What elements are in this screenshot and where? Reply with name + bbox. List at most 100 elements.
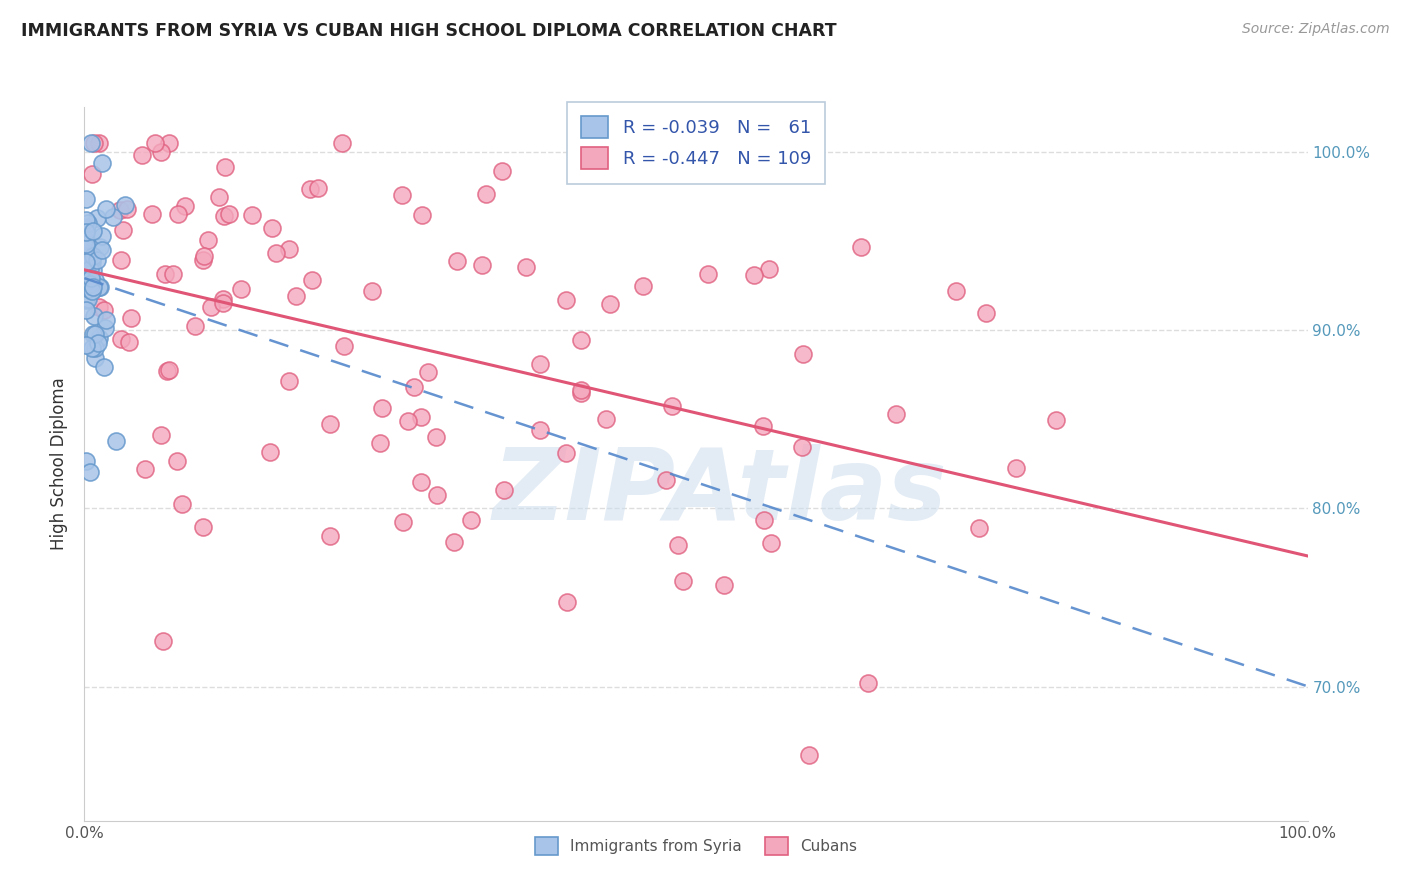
Point xyxy=(89,331,111,345)
Point xyxy=(555,293,578,307)
Point xyxy=(77,282,100,296)
Point xyxy=(416,365,439,379)
Point xyxy=(797,748,820,763)
Point xyxy=(697,267,720,281)
Point xyxy=(91,244,114,258)
Point xyxy=(76,292,98,306)
Point xyxy=(759,535,782,549)
Point xyxy=(492,483,515,497)
Legend: Immigrants from Syria, Cubans: Immigrants from Syria, Cubans xyxy=(527,829,865,863)
Point xyxy=(79,277,101,291)
Point xyxy=(75,236,97,251)
Point xyxy=(475,187,498,202)
Point xyxy=(75,338,97,352)
Point xyxy=(82,249,104,263)
Point xyxy=(301,272,323,286)
Point xyxy=(80,255,103,269)
Point xyxy=(75,192,97,206)
Point xyxy=(86,253,108,268)
Point xyxy=(330,136,353,150)
Point xyxy=(82,341,104,355)
Point xyxy=(87,280,110,294)
Point xyxy=(76,246,98,260)
Point xyxy=(93,303,115,318)
Point xyxy=(82,327,104,342)
Point xyxy=(212,209,235,223)
Point xyxy=(80,274,103,288)
Point xyxy=(83,136,105,150)
Point xyxy=(595,412,617,426)
Point xyxy=(264,246,287,260)
Point xyxy=(443,535,465,549)
Point xyxy=(114,198,136,212)
Point xyxy=(75,220,97,235)
Point xyxy=(94,321,117,335)
Point xyxy=(105,434,128,449)
Point xyxy=(211,296,233,310)
Point xyxy=(166,454,188,468)
Point xyxy=(75,293,97,308)
Point xyxy=(93,360,115,375)
Text: ZIPAtlas: ZIPAtlas xyxy=(494,444,948,541)
Point xyxy=(157,363,180,377)
Point xyxy=(75,251,97,265)
Point xyxy=(76,241,98,255)
Point xyxy=(131,148,153,162)
Point xyxy=(792,347,814,361)
Point xyxy=(83,309,105,323)
Point xyxy=(307,180,329,194)
Point xyxy=(278,375,301,389)
Point xyxy=(661,399,683,413)
Point xyxy=(149,145,172,160)
Point xyxy=(790,440,813,454)
Point xyxy=(76,267,98,281)
Point xyxy=(396,414,419,428)
Point xyxy=(425,430,447,444)
Point xyxy=(75,222,97,236)
Point xyxy=(402,380,425,394)
Point xyxy=(94,312,117,326)
Point xyxy=(76,216,98,230)
Point xyxy=(557,595,579,609)
Point xyxy=(110,332,132,346)
Point xyxy=(666,538,689,552)
Point xyxy=(89,279,111,293)
Point xyxy=(110,253,132,268)
Point xyxy=(214,160,236,174)
Point xyxy=(569,386,592,401)
Text: Source: ZipAtlas.com: Source: ZipAtlas.com xyxy=(1241,22,1389,37)
Point xyxy=(89,136,111,150)
Point xyxy=(752,418,775,433)
Point xyxy=(298,182,321,196)
Point xyxy=(75,213,97,227)
Point xyxy=(94,202,117,217)
Point xyxy=(391,188,413,202)
Point xyxy=(82,224,104,238)
Point xyxy=(259,444,281,458)
Point xyxy=(529,357,551,371)
Point xyxy=(491,164,513,178)
Point xyxy=(242,208,264,222)
Point xyxy=(82,167,104,181)
Y-axis label: High School Diploma: High School Diploma xyxy=(51,377,69,550)
Point xyxy=(77,250,100,264)
Point xyxy=(84,327,107,342)
Point xyxy=(409,410,432,425)
Point xyxy=(631,279,654,293)
Point xyxy=(193,253,215,268)
Point xyxy=(974,306,997,320)
Point xyxy=(446,254,468,268)
Point xyxy=(82,263,104,277)
Point xyxy=(569,334,592,348)
Point xyxy=(191,520,214,534)
Point xyxy=(409,475,432,490)
Point xyxy=(515,260,537,274)
Point xyxy=(170,497,193,511)
Point xyxy=(75,276,97,290)
Point xyxy=(162,268,184,282)
Point xyxy=(212,292,235,306)
Point xyxy=(108,203,131,218)
Point xyxy=(218,207,240,221)
Point xyxy=(411,208,433,222)
Point xyxy=(80,284,103,298)
